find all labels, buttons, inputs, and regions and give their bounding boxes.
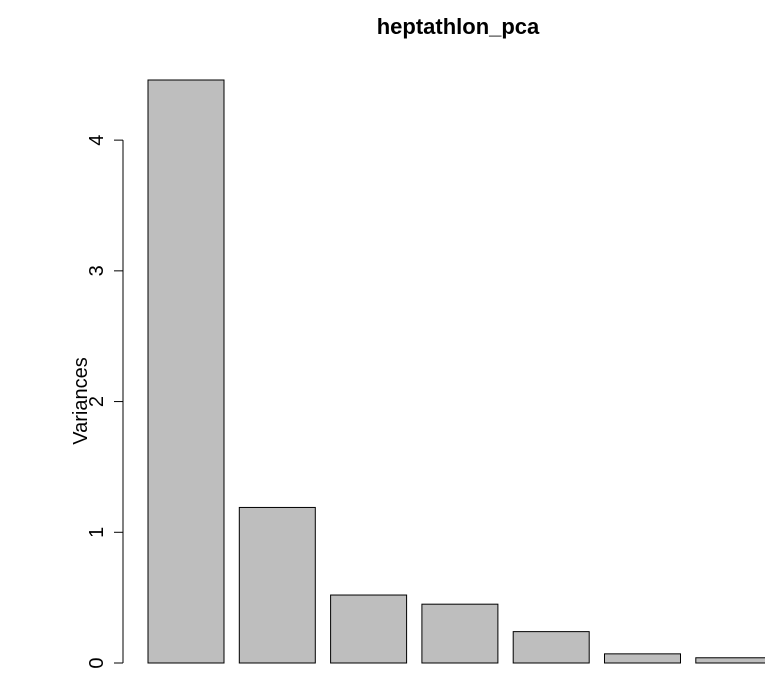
y-tick-label: 3 — [86, 265, 108, 276]
bars — [147, 79, 765, 664]
y-tick-label: 1 — [86, 527, 108, 538]
bar-5 — [512, 631, 590, 664]
bar-1 — [147, 79, 225, 664]
y-axis-ticks: 0 1 2 3 4 — [86, 135, 123, 669]
y-tick-label: 4 — [86, 135, 108, 146]
bar-7 — [695, 657, 765, 664]
y-tick-label: 0 — [86, 657, 108, 668]
bar-6 — [604, 653, 681, 664]
chart-title: heptathlon_pca — [377, 14, 540, 39]
bar-3 — [330, 594, 408, 664]
y-axis-label: Variances — [70, 357, 92, 444]
y-tick-label: 2 — [86, 396, 108, 407]
bar-2 — [238, 506, 316, 664]
bar-4 — [421, 603, 499, 664]
